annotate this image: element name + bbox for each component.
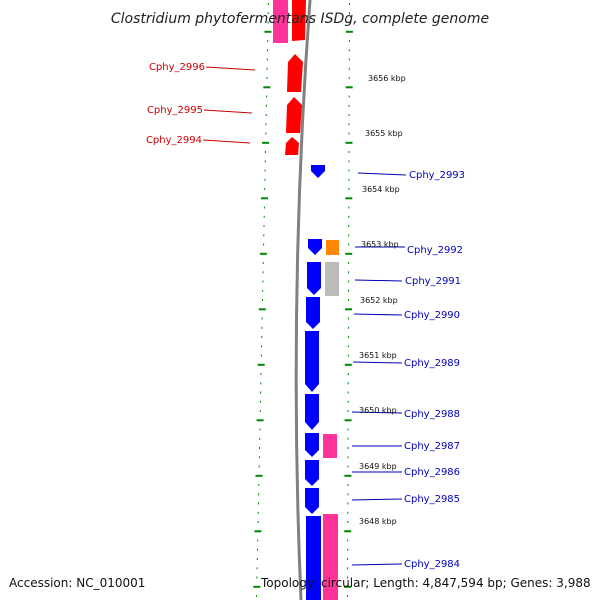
- genome-backbone: [294, 0, 312, 600]
- feature-track: [273, 0, 339, 600]
- gc-block: [323, 434, 337, 458]
- tick-ring-outer: [344, 3, 353, 597]
- tick-label: 3651 kbp: [359, 351, 397, 360]
- forward-gene-arrow: [285, 137, 299, 155]
- gene-label: Cphy_2994: [146, 135, 202, 146]
- tick-label: 3648 kbp: [359, 517, 397, 526]
- topology-text: Topology: circular; Length: 4,847,594 bp…: [260, 576, 591, 590]
- tick-label: 3649 kbp: [359, 462, 397, 471]
- gene-label: Cphy_2989: [404, 358, 460, 369]
- label-leaders: [202, 66, 407, 566]
- gene-label: Cphy_2992: [407, 245, 463, 256]
- accession-text: Accession: NC_010001: [9, 576, 145, 590]
- gc-block: [323, 514, 338, 600]
- forward-gene-arrow: [292, 0, 306, 41]
- gc-block: [326, 240, 339, 255]
- reverse-gene-arrow: [308, 239, 322, 255]
- tick-label: 3655 kbp: [365, 129, 403, 138]
- reverse-gene-arrow: [306, 516, 321, 600]
- tick-ring-inner: [253, 3, 272, 597]
- gene-label: Cphy_2985: [404, 494, 460, 505]
- tick-label: 3650 kbp: [359, 406, 397, 415]
- tick-label: 3654 kbp: [362, 185, 400, 194]
- forward-gene-arrow: [287, 54, 303, 92]
- gene-label: Cphy_2995: [147, 105, 203, 116]
- gene-label: Cphy_2993: [409, 170, 465, 181]
- gene-label: Cphy_2984: [404, 559, 460, 570]
- tick-label: 3653 kbp: [361, 240, 399, 249]
- gene-label: Cphy_2988: [404, 409, 460, 420]
- gene-label: Cphy_2990: [404, 310, 460, 321]
- reverse-gene-arrow: [305, 331, 319, 392]
- forward-gene-arrow: [286, 97, 302, 133]
- reverse-gene-arrow: [305, 488, 319, 514]
- gene-label: Cphy_2987: [404, 441, 460, 452]
- tick-label: 3656 kbp: [368, 74, 406, 83]
- gene-label: Cphy_2991: [405, 276, 461, 287]
- reverse-gene-arrow: [305, 433, 319, 457]
- reverse-gene-arrow: [307, 262, 321, 295]
- reverse-gene-arrow: [305, 394, 319, 430]
- tick-label: 3652 kbp: [360, 296, 398, 305]
- gc-block: [325, 262, 339, 296]
- gene-label: Cphy_2996: [149, 62, 205, 73]
- gc-block: [273, 0, 288, 43]
- reverse-gene-arrow: [305, 460, 319, 486]
- reverse-gene-arrow: [306, 297, 320, 329]
- map-title: Clostridium phytofermentans ISDg, comple…: [111, 11, 489, 27]
- reverse-gene-arrow: [311, 165, 325, 178]
- gene-label: Cphy_2986: [404, 467, 460, 478]
